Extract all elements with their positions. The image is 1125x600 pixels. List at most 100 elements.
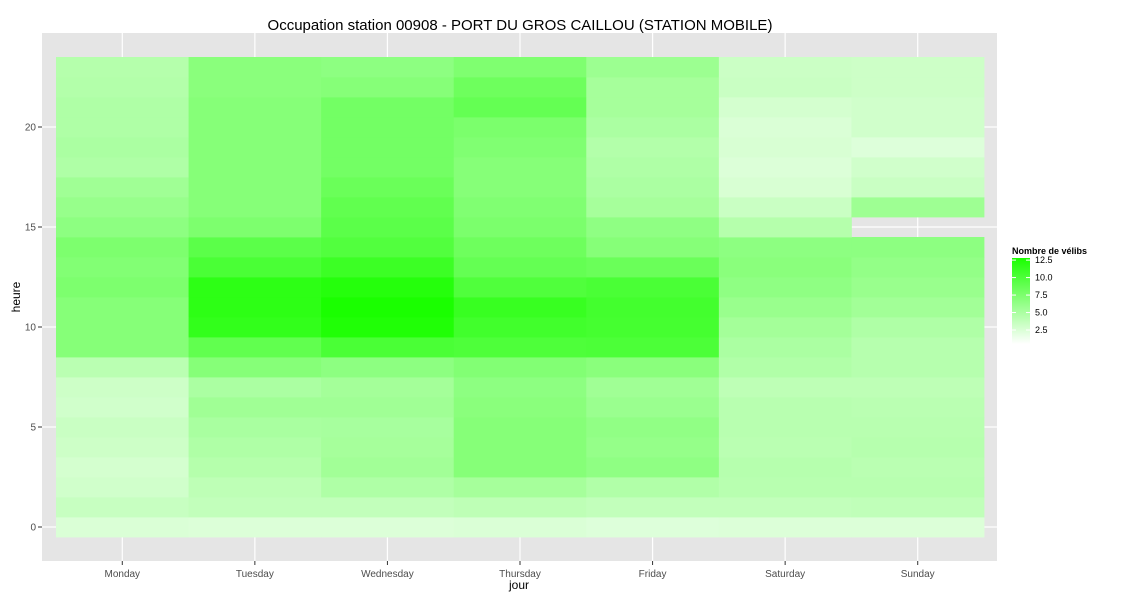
heatmap-cell	[188, 237, 322, 258]
heatmap-cell	[851, 517, 985, 538]
heatmap-cell	[851, 117, 985, 138]
x-tick-label: Friday	[639, 569, 667, 580]
heatmap-cell	[188, 97, 322, 118]
heatmap-cell	[718, 517, 852, 538]
heatmap-cell	[321, 317, 455, 338]
heatmap-cell	[56, 117, 189, 138]
heatmap-cell	[188, 57, 322, 78]
heatmap-cell	[56, 257, 189, 278]
heatmap-cell	[851, 377, 985, 398]
heatmap-cell	[851, 337, 985, 358]
heatmap-cell	[718, 377, 852, 398]
heatmap-cell	[188, 217, 322, 238]
legend-tick-label: 10.0	[1035, 273, 1053, 283]
heatmap-cell	[321, 437, 455, 458]
heatmap-cell	[321, 217, 455, 238]
heatmap-cell	[56, 77, 189, 98]
heatmap-cell	[321, 357, 455, 378]
heatmap-cell	[56, 217, 189, 238]
heatmap-cell	[851, 437, 985, 458]
heatmap-cell	[56, 377, 189, 398]
heatmap-cell	[586, 297, 720, 318]
heatmap-cell	[718, 137, 852, 158]
heatmap-cell	[851, 137, 985, 158]
legend-color-bar	[1012, 258, 1030, 344]
heatmap-cell	[453, 497, 587, 518]
heatmap-cell	[188, 297, 322, 318]
heatmap-cell	[321, 337, 455, 358]
heatmap-cell	[718, 457, 852, 478]
heatmap-cell	[851, 317, 985, 338]
x-tick-label: Tuesday	[236, 569, 274, 580]
heatmap-cell	[188, 417, 322, 438]
heatmap-cell	[851, 477, 985, 498]
heatmap-cell	[851, 57, 985, 78]
heatmap-cell	[718, 257, 852, 278]
heatmap-cell	[586, 517, 720, 538]
heatmap-cell	[56, 177, 189, 198]
heatmap-cell	[586, 57, 720, 78]
legend-tick-label: 12.5	[1035, 255, 1053, 265]
heatmap-cell	[188, 377, 322, 398]
heatmap-cell	[188, 177, 322, 198]
heatmap-cell	[56, 477, 189, 498]
heatmap-cell	[718, 217, 852, 238]
heatmap-cell	[453, 257, 587, 278]
x-tick-label: Monday	[104, 569, 140, 580]
heatmap-cell	[453, 57, 587, 78]
heatmap-cell	[188, 157, 322, 178]
heatmap-cell	[321, 117, 455, 138]
heatmap-cell	[321, 257, 455, 278]
heatmap-cell	[718, 277, 852, 298]
heatmap-cell	[188, 477, 322, 498]
heatmap-cell	[586, 117, 720, 138]
legend-tick-label: 7.5	[1035, 290, 1048, 300]
heatmap-cell	[586, 197, 720, 218]
heatmap-cell	[851, 417, 985, 438]
heatmap-cell	[188, 277, 322, 298]
heatmap-cell	[453, 397, 587, 418]
heatmap-cell	[453, 377, 587, 398]
heatmap-cell	[56, 317, 189, 338]
heatmap-cell	[453, 137, 587, 158]
heatmap-cell	[321, 297, 455, 318]
heatmap-cell	[586, 77, 720, 98]
x-tick-label: Sunday	[901, 569, 935, 580]
heatmap-cell	[586, 417, 720, 438]
heatmap-cell	[453, 237, 587, 258]
heatmap-cell	[851, 397, 985, 418]
x-tick-label: Saturday	[765, 569, 805, 580]
heatmap-cell	[718, 297, 852, 318]
heatmap-cell	[586, 337, 720, 358]
heatmap-cell	[718, 197, 852, 218]
heatmap-cell	[56, 277, 189, 298]
heatmap-cell	[56, 97, 189, 118]
heatmap-cell	[718, 177, 852, 198]
heatmap-cell	[321, 97, 455, 118]
heatmap-cell	[453, 277, 587, 298]
y-axis-title: heure	[9, 281, 23, 312]
heatmap-cell	[453, 97, 587, 118]
y-tick-label: 0	[30, 523, 36, 534]
heatmap-cell	[321, 477, 455, 498]
heatmap-cell	[321, 77, 455, 98]
heatmap-cell	[851, 77, 985, 98]
heatmap-cell	[586, 377, 720, 398]
heatmap-cell	[718, 417, 852, 438]
heatmap-cell	[321, 417, 455, 438]
heatmap-cell	[188, 257, 322, 278]
heatmap-cell	[188, 317, 322, 338]
heatmap-cell	[453, 297, 587, 318]
heatmap-cell	[188, 397, 322, 418]
heatmap-cell	[586, 257, 720, 278]
heatmap-cell	[586, 137, 720, 158]
heatmap-cell	[453, 117, 587, 138]
heatmap-cell	[56, 197, 189, 218]
heatmap-cell	[586, 437, 720, 458]
heatmap-cell	[321, 497, 455, 518]
heatmap-cell	[188, 457, 322, 478]
heatmap-cell	[321, 137, 455, 158]
heatmap-cell	[851, 497, 985, 518]
heatmap-cell	[851, 297, 985, 318]
heatmap-cell	[851, 237, 985, 258]
